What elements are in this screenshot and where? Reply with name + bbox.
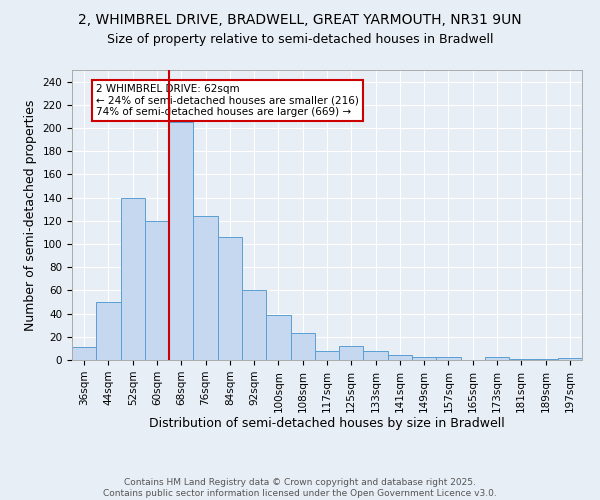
Bar bbox=[290, 334, 315, 360]
Bar bbox=[436, 356, 461, 360]
X-axis label: Distribution of semi-detached houses by size in Bradwell: Distribution of semi-detached houses by … bbox=[149, 418, 505, 430]
Bar bbox=[96, 302, 121, 360]
Bar bbox=[193, 216, 218, 360]
Bar bbox=[218, 237, 242, 360]
Y-axis label: Number of semi-detached properties: Number of semi-detached properties bbox=[24, 100, 37, 330]
Bar bbox=[364, 350, 388, 360]
Bar bbox=[242, 290, 266, 360]
Bar bbox=[558, 358, 582, 360]
Bar bbox=[72, 347, 96, 360]
Bar bbox=[145, 221, 169, 360]
Text: 2 WHIMBREL DRIVE: 62sqm
← 24% of semi-detached houses are smaller (216)
74% of s: 2 WHIMBREL DRIVE: 62sqm ← 24% of semi-de… bbox=[96, 84, 359, 117]
Bar bbox=[388, 356, 412, 360]
Bar bbox=[266, 315, 290, 360]
Bar bbox=[485, 356, 509, 360]
Bar bbox=[315, 350, 339, 360]
Text: Contains HM Land Registry data © Crown copyright and database right 2025.
Contai: Contains HM Land Registry data © Crown c… bbox=[103, 478, 497, 498]
Bar bbox=[412, 356, 436, 360]
Bar bbox=[509, 359, 533, 360]
Text: 2, WHIMBREL DRIVE, BRADWELL, GREAT YARMOUTH, NR31 9UN: 2, WHIMBREL DRIVE, BRADWELL, GREAT YARMO… bbox=[78, 12, 522, 26]
Bar bbox=[339, 346, 364, 360]
Bar bbox=[121, 198, 145, 360]
Bar bbox=[169, 122, 193, 360]
Bar bbox=[533, 359, 558, 360]
Text: Size of property relative to semi-detached houses in Bradwell: Size of property relative to semi-detach… bbox=[107, 32, 493, 46]
